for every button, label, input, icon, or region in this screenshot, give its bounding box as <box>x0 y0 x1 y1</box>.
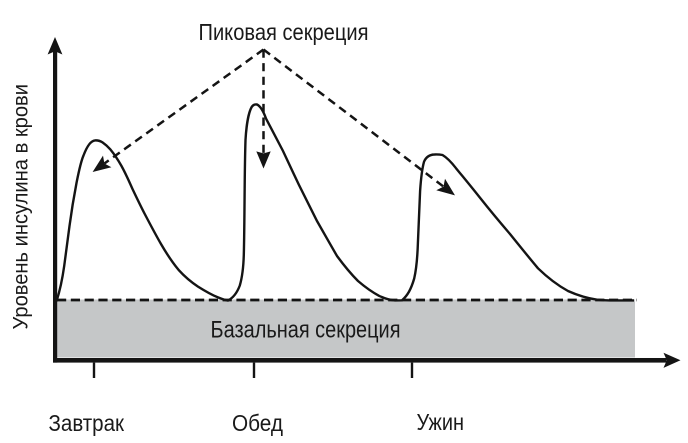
svg-text:Завтрак: Завтрак <box>49 410 125 436</box>
svg-text:Обед: Обед <box>232 410 283 436</box>
svg-text:Базальная секреция: Базальная секреция <box>211 317 401 344</box>
svg-text:Пиковая секреция: Пиковая секреция <box>199 19 369 45</box>
svg-text:Уровень инсулина в крови: Уровень инсулина в крови <box>10 84 33 330</box>
svg-text:Ужин: Ужин <box>417 409 465 435</box>
